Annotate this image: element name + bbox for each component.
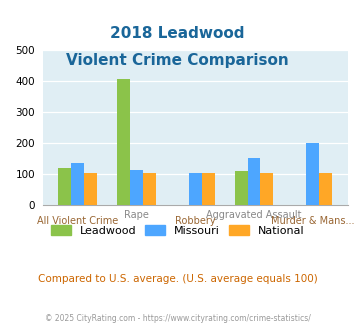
Bar	[306, 143, 319, 205]
Bar	[143, 173, 156, 205]
Bar	[235, 171, 247, 205]
Bar	[59, 168, 71, 205]
Bar	[319, 173, 332, 205]
Bar	[202, 173, 215, 205]
Text: Aggravated Assault: Aggravated Assault	[206, 210, 302, 219]
Text: Murder & Mans...: Murder & Mans...	[271, 216, 354, 226]
Text: Compared to U.S. average. (U.S. average equals 100): Compared to U.S. average. (U.S. average …	[38, 274, 317, 284]
Bar	[130, 170, 143, 205]
Bar	[117, 79, 130, 205]
Text: All Violent Crime: All Violent Crime	[37, 216, 119, 226]
Text: 2018 Leadwood: 2018 Leadwood	[110, 26, 245, 41]
Text: Robbery: Robbery	[175, 216, 215, 226]
Bar	[261, 173, 273, 205]
Text: Rape: Rape	[124, 210, 149, 219]
Legend: Leadwood, Missouri, National: Leadwood, Missouri, National	[46, 221, 309, 240]
Bar	[84, 173, 97, 205]
Bar	[189, 173, 202, 205]
Text: Violent Crime Comparison: Violent Crime Comparison	[66, 53, 289, 68]
Bar	[247, 158, 261, 205]
Bar	[71, 163, 84, 205]
Text: © 2025 CityRating.com - https://www.cityrating.com/crime-statistics/: © 2025 CityRating.com - https://www.city…	[45, 314, 310, 323]
